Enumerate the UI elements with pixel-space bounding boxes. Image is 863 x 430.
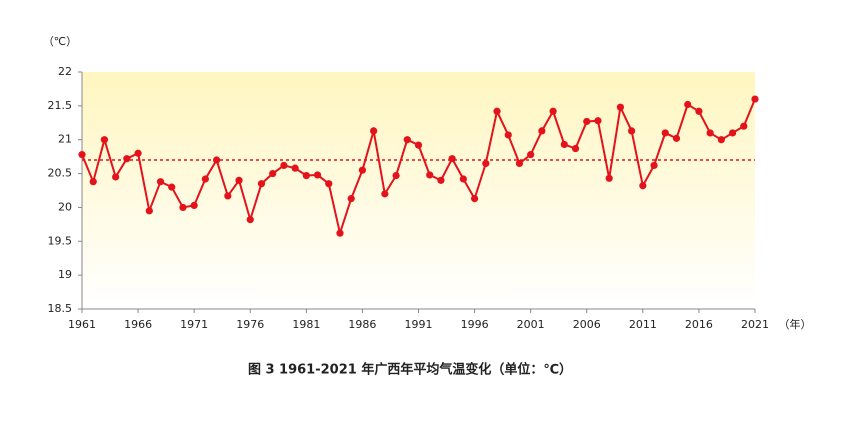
plot-area <box>82 72 755 309</box>
marker <box>392 172 400 180</box>
x-tick-label: 1986 <box>348 318 376 331</box>
y-tick-label: 21.5 <box>48 99 73 112</box>
marker <box>616 103 625 111</box>
marker <box>672 134 681 142</box>
marker <box>190 201 198 209</box>
x-tick-label: 2011 <box>629 318 657 331</box>
x-tick-label: 2006 <box>573 318 601 331</box>
marker <box>493 107 501 115</box>
marker <box>527 151 535 159</box>
marker <box>515 159 524 168</box>
x-tick-label: 1981 <box>292 318 320 331</box>
x-tick-label: 1991 <box>405 318 433 331</box>
marker <box>661 129 669 137</box>
marker <box>639 182 647 190</box>
marker <box>448 155 456 163</box>
marker <box>224 192 232 200</box>
marker <box>112 173 120 181</box>
marker <box>235 176 243 184</box>
marker <box>358 166 367 174</box>
marker <box>414 141 423 149</box>
marker <box>257 180 266 188</box>
marker <box>134 149 142 157</box>
x-tick-label: 2021 <box>741 318 769 331</box>
marker <box>302 172 310 180</box>
marker <box>728 129 737 137</box>
y-tick-label: 21 <box>58 133 72 146</box>
marker <box>504 131 512 139</box>
x-tick-label: 1966 <box>124 318 152 331</box>
x-tick-label: 1971 <box>180 318 208 331</box>
marker <box>437 176 445 184</box>
marker <box>717 136 725 144</box>
marker <box>695 107 703 115</box>
y-tick-label: 20.5 <box>48 167 73 180</box>
marker <box>482 159 490 168</box>
marker <box>751 95 759 103</box>
y-tick-label: 18.5 <box>48 302 73 315</box>
marker <box>470 195 479 203</box>
marker <box>336 229 344 237</box>
marker <box>381 190 389 198</box>
marker <box>291 164 299 172</box>
marker <box>650 161 658 170</box>
marker <box>571 144 580 153</box>
marker <box>594 117 602 125</box>
marker <box>156 178 165 186</box>
y-tick-label: 20 <box>58 200 72 213</box>
x-tick-label: 1996 <box>461 318 489 331</box>
caption: 图 3 1961-2021 年广西年平均气温变化（单位：℃） <box>248 362 572 378</box>
y-tick-label: 19 <box>58 268 72 281</box>
marker <box>179 203 187 212</box>
x-tick-label: 1976 <box>236 318 264 331</box>
marker <box>78 151 86 159</box>
y-unit: （℃） <box>43 35 77 48</box>
marker <box>280 161 288 170</box>
marker <box>168 183 176 191</box>
marker <box>560 140 568 149</box>
x-unit: （年） <box>779 317 812 331</box>
marker <box>313 171 322 179</box>
y-tick-label: 22 <box>58 65 72 78</box>
marker <box>684 100 692 109</box>
marker <box>538 127 546 135</box>
marker <box>100 136 109 144</box>
marker <box>459 175 467 183</box>
marker <box>605 174 613 182</box>
x-tick-label: 2001 <box>517 318 545 331</box>
marker <box>269 169 277 178</box>
marker <box>246 216 254 224</box>
marker <box>325 180 333 188</box>
marker <box>213 156 221 164</box>
marker <box>706 129 714 137</box>
y-tick-label: 19.5 <box>48 234 73 247</box>
marker <box>740 122 748 130</box>
marker <box>583 117 591 126</box>
marker <box>123 155 131 163</box>
x-tick-label: 1961 <box>68 318 96 331</box>
marker <box>549 107 557 115</box>
x-tick-label: 2016 <box>685 318 713 331</box>
marker <box>145 207 153 215</box>
marker <box>89 178 97 186</box>
marker <box>403 136 411 144</box>
marker <box>347 195 355 203</box>
marker <box>370 127 378 135</box>
marker <box>628 127 636 135</box>
marker <box>201 175 209 183</box>
marker <box>426 171 434 179</box>
